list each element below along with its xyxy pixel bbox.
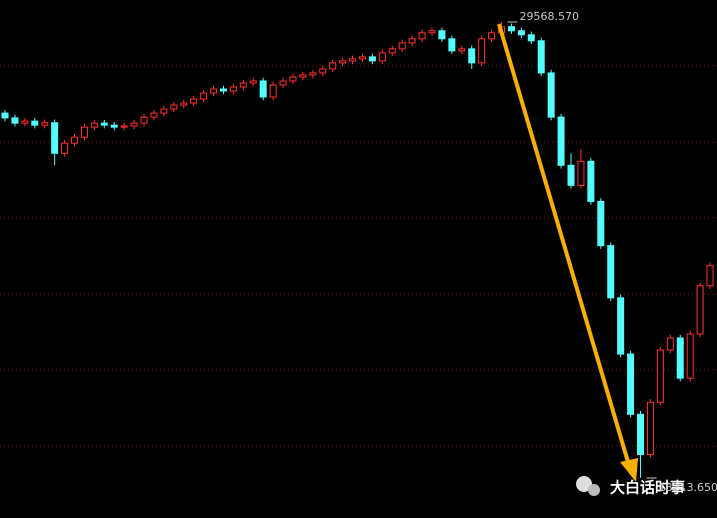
candle-body <box>408 38 416 44</box>
candle-body <box>71 136 79 144</box>
wechat-icon <box>576 476 592 492</box>
candle-body <box>676 337 684 379</box>
candle-body <box>418 32 426 40</box>
candle-body <box>577 160 585 186</box>
candle-body <box>289 76 297 82</box>
candle-body <box>309 72 317 76</box>
candle-body <box>537 40 545 74</box>
candle-body <box>229 86 237 92</box>
candle-body <box>180 102 188 106</box>
candle-body <box>567 164 575 186</box>
candle-body <box>627 353 635 415</box>
candle-body <box>587 160 595 202</box>
candle-body <box>299 74 307 78</box>
arrow-shaft <box>497 23 630 463</box>
candle-body <box>80 126 88 138</box>
candle-body <box>61 142 69 154</box>
candle-body <box>130 122 138 127</box>
candle-body <box>21 120 29 124</box>
candle-body <box>11 117 19 124</box>
candle-body <box>557 116 565 166</box>
candle-body <box>150 112 158 118</box>
candle-body <box>120 125 128 128</box>
candle-body <box>140 116 148 124</box>
candle-body <box>686 333 694 379</box>
candle-body <box>210 88 218 94</box>
candle-body <box>428 30 436 34</box>
candle-body <box>597 200 605 247</box>
candle-body <box>269 84 277 98</box>
candle-body <box>279 80 287 86</box>
candle-body <box>547 72 555 118</box>
candle-body <box>617 297 625 355</box>
candle-body <box>219 88 227 92</box>
candle-body <box>517 30 525 36</box>
annotation-label: 29568.570 <box>520 10 580 23</box>
candle-body <box>110 124 118 128</box>
candle-body <box>358 56 366 60</box>
candle-body <box>656 349 664 403</box>
candle-body <box>448 38 456 52</box>
candle-body <box>319 68 327 74</box>
candle-body <box>388 48 396 54</box>
candle-body <box>488 32 496 40</box>
candle-body <box>637 413 645 455</box>
candle-body <box>329 62 337 70</box>
candle-body <box>507 26 515 32</box>
wechat-icon <box>588 484 600 496</box>
candle-body <box>478 38 486 64</box>
candle-body <box>200 92 208 100</box>
candle-body <box>666 337 674 351</box>
candle-body <box>239 82 247 88</box>
candle-body <box>458 48 466 52</box>
candle-body <box>398 42 406 50</box>
candle-body <box>438 30 446 40</box>
candle-body <box>607 245 615 299</box>
candle-body <box>100 122 108 126</box>
candle-body <box>468 48 476 64</box>
trend-arrow <box>497 23 638 482</box>
watermark-text: 大白话时事 <box>610 479 685 497</box>
candle-body <box>90 122 98 128</box>
candle-body <box>706 265 714 287</box>
candle-body <box>646 401 654 455</box>
candle-body <box>31 120 39 126</box>
candle-body <box>527 34 535 42</box>
candle-body <box>41 122 49 126</box>
candle-body <box>368 56 376 62</box>
arrow-head <box>620 458 638 482</box>
candle-body <box>249 80 257 84</box>
candle-body <box>170 104 178 110</box>
candle-body <box>51 122 59 154</box>
candle-body <box>160 108 168 114</box>
candles <box>1 21 714 479</box>
candle-body <box>349 58 357 62</box>
candle-body <box>1 112 9 119</box>
watermark: 大白话时事 <box>576 476 685 497</box>
candle-body <box>378 52 386 62</box>
annotation-label: 18213.650 <box>659 481 717 494</box>
candle-body <box>259 80 267 98</box>
candle-body <box>190 98 198 104</box>
candle-body <box>696 285 704 335</box>
candle-body <box>339 60 347 64</box>
